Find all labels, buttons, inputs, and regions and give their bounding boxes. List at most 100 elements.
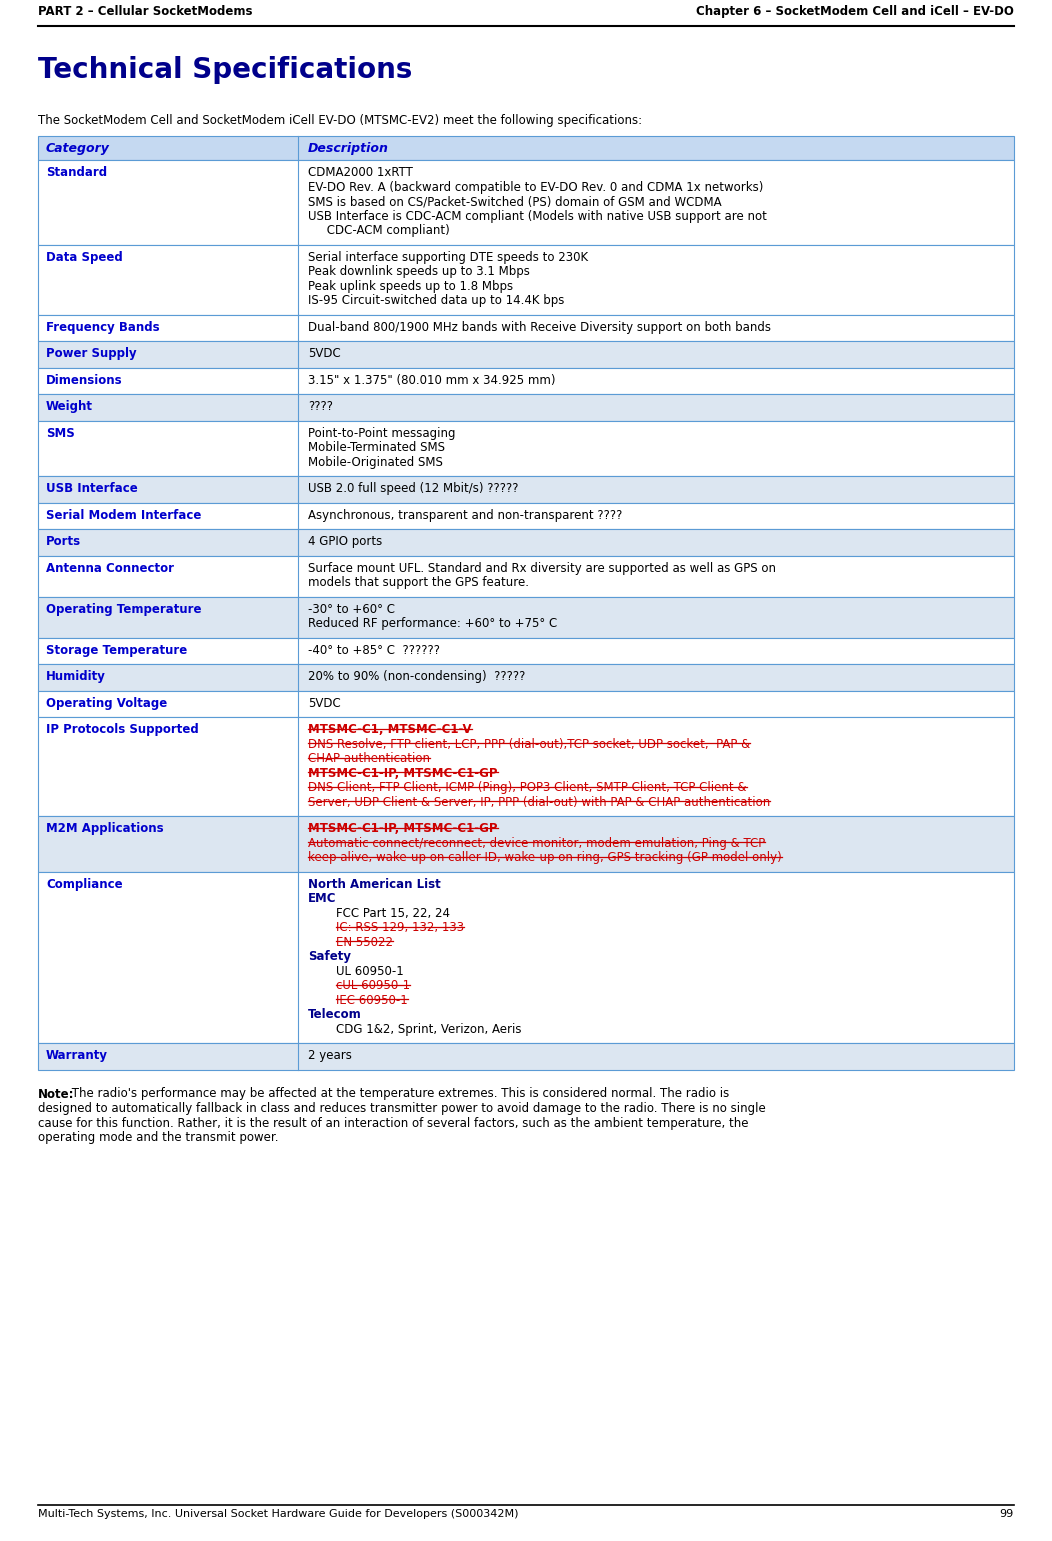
Text: EMC: EMC [308,892,337,905]
Bar [38,690,1014,717]
Text: Operating Voltage: Operating Voltage [46,697,167,709]
Text: PART 2 – Cellular SocketModems: PART 2 – Cellular SocketModems [38,5,252,18]
Bar [38,1043,1014,1069]
Bar [38,596,1014,638]
Text: Peak downlink speeds up to 3.1 Mbps: Peak downlink speeds up to 3.1 Mbps [308,265,530,277]
Text: -40° to +85° C  ??????: -40° to +85° C ?????? [308,644,440,656]
Text: Dual-band 800/1900 MHz bands with Receive Diversity support on both bands: Dual-band 800/1900 MHz bands with Receiv… [308,321,771,333]
Text: Serial Modem Interface: Serial Modem Interface [46,509,201,521]
Text: UL 60950-1: UL 60950-1 [336,965,404,977]
Text: Frequency Bands: Frequency Bands [46,321,160,333]
Text: DNS Client, FTP Client, ICMP (Ping), POP3 Client, SMTP Client, TCP Client &: DNS Client, FTP Client, ICMP (Ping), POP… [308,781,747,794]
Text: operating mode and the transmit power.: operating mode and the transmit power. [38,1131,279,1143]
Text: Asynchronous, transparent and non-transparent ????: Asynchronous, transparent and non-transp… [308,509,623,521]
Text: EV-DO Rev. A (backward compatible to EV-DO Rev. 0 and CDMA 1x networks): EV-DO Rev. A (backward compatible to EV-… [308,180,764,194]
Text: IP Protocols Supported: IP Protocols Supported [46,723,199,737]
Text: Safety: Safety [308,949,351,963]
Text: cUL 60950-1: cUL 60950-1 [336,979,410,992]
Bar [38,717,1014,817]
Text: North American List: North American List [308,877,441,891]
Text: 4 GPIO ports: 4 GPIO ports [308,535,382,549]
Text: Server, UDP Client & Server, IP, PPP (dial-out) with PAP & CHAP authentication: Server, UDP Client & Server, IP, PPP (di… [308,795,770,809]
Text: CDG 1&2, Sprint, Verizon, Aeris: CDG 1&2, Sprint, Verizon, Aeris [336,1023,522,1036]
Text: keep alive, wake-up on caller ID, wake-up on ring, GPS tracking (GP model only): keep alive, wake-up on caller ID, wake-u… [308,851,782,865]
Text: Point-to-Point messaging: Point-to-Point messaging [308,427,456,439]
Text: models that support the GPS feature.: models that support the GPS feature. [308,576,529,589]
Text: Compliance: Compliance [46,877,123,891]
Text: The radio's performance may be affected at the temperature extremes. This is con: The radio's performance may be affected … [68,1088,729,1100]
Text: 5VDC: 5VDC [308,347,341,361]
Text: SMS: SMS [46,427,75,439]
Text: Standard: Standard [46,166,107,179]
Text: Surface mount UFL. Standard and Rx diversity are supported as well as GPS on: Surface mount UFL. Standard and Rx diver… [308,561,776,575]
Bar [38,245,1014,314]
Text: M2M Applications: M2M Applications [46,821,164,835]
Bar [38,664,1014,690]
Text: The SocketModem Cell and SocketModem iCell EV-DO (MTSMC-EV2) meet the following : The SocketModem Cell and SocketModem iCe… [38,114,642,126]
Text: Mobile-Terminated SMS: Mobile-Terminated SMS [308,441,445,455]
Text: -30° to +60° C: -30° to +60° C [308,603,394,615]
Bar [38,367,1014,394]
Text: Storage Temperature: Storage Temperature [46,644,187,656]
Text: Technical Specifications: Technical Specifications [38,55,412,85]
Text: cause for this function. Rather, it is the result of an interaction of several f: cause for this function. Rather, it is t… [38,1117,749,1130]
Text: FCC Part 15, 22, 24: FCC Part 15, 22, 24 [336,906,450,920]
Text: ????: ???? [308,401,333,413]
Text: MTSMC-C1-IP, MTSMC-C1-GP: MTSMC-C1-IP, MTSMC-C1-GP [308,766,498,780]
Text: Antenna Connector: Antenna Connector [46,561,174,575]
Bar [38,872,1014,1043]
Bar [38,136,1014,160]
Bar [38,817,1014,872]
Text: 20% to 90% (non-condensing)  ?????: 20% to 90% (non-condensing) ????? [308,670,525,683]
Text: Multi-Tech Systems, Inc. Universal Socket Hardware Guide for Developers (S000342: Multi-Tech Systems, Inc. Universal Socke… [38,1509,519,1519]
Text: MTSMC-C1-IP, MTSMC-C1-GP: MTSMC-C1-IP, MTSMC-C1-GP [308,821,498,835]
Bar [38,341,1014,367]
Bar [38,160,1014,245]
Text: Humidity: Humidity [46,670,106,683]
Text: MTSMC-C1, MTSMC-C1-V: MTSMC-C1, MTSMC-C1-V [308,723,471,737]
Text: CDMA2000 1xRTT: CDMA2000 1xRTT [308,166,412,179]
Text: USB Interface is CDC-ACM compliant (Models with native USB support are not: USB Interface is CDC-ACM compliant (Mode… [308,210,767,222]
Text: Category: Category [46,142,109,154]
Text: IEC 60950-1: IEC 60950-1 [336,994,408,1006]
Text: 5VDC: 5VDC [308,697,341,709]
Text: CHAP authentication: CHAP authentication [308,752,430,764]
Text: SMS is based on CS/Packet-Switched (PS) domain of GSM and WCDMA: SMS is based on CS/Packet-Switched (PS) … [308,196,722,208]
Bar [38,476,1014,502]
Bar [38,421,1014,476]
Text: USB 2.0 full speed (12 Mbit/s) ?????: USB 2.0 full speed (12 Mbit/s) ????? [308,482,519,495]
Text: designed to automatically fallback in class and reduces transmitter power to avo: designed to automatically fallback in cl… [38,1102,766,1116]
Text: Telecom: Telecom [308,1008,362,1022]
Text: CDC-ACM compliant): CDC-ACM compliant) [308,223,450,237]
Text: EN 55022: EN 55022 [336,935,393,949]
Bar [38,314,1014,341]
Bar [38,394,1014,421]
Text: Chapter 6 – SocketModem Cell and iCell – EV-DO: Chapter 6 – SocketModem Cell and iCell –… [696,5,1014,18]
Text: Note:: Note: [38,1088,75,1100]
Bar [38,529,1014,555]
Text: IC: RSS 129, 132, 133: IC: RSS 129, 132, 133 [336,922,464,934]
Bar [38,638,1014,664]
Text: Preliminary: Preliminary [370,582,842,650]
Bar [38,555,1014,596]
Bar [38,502,1014,529]
Text: Dimensions: Dimensions [46,373,123,387]
Text: Power Supply: Power Supply [46,347,137,361]
Text: IS-95 Circuit-switched data up to 14.4K bps: IS-95 Circuit-switched data up to 14.4K … [308,294,564,307]
Text: Peak uplink speeds up to 1.8 Mbps: Peak uplink speeds up to 1.8 Mbps [308,279,513,293]
Text: 99: 99 [999,1509,1014,1519]
Text: Operating Temperature: Operating Temperature [46,603,202,615]
Text: Confidential: Confidential [398,829,894,897]
Text: Description: Description [308,142,389,154]
Text: Warranty: Warranty [46,1049,108,1062]
Text: 3.15" x 1.375" (80.010 mm x 34.925 mm): 3.15" x 1.375" (80.010 mm x 34.925 mm) [308,373,555,387]
Text: Automatic connect/reconnect, device monitor, modem emulation, Ping & TCP: Automatic connect/reconnect, device moni… [308,837,765,849]
Text: Mobile-Originated SMS: Mobile-Originated SMS [308,456,443,468]
Text: Data Speed: Data Speed [46,251,123,264]
Text: Serial interface supporting DTE speeds to 230K: Serial interface supporting DTE speeds t… [308,251,588,264]
Text: USB Interface: USB Interface [46,482,138,495]
Text: Weight: Weight [46,401,93,413]
Text: Ports: Ports [46,535,81,549]
Text: 2 years: 2 years [308,1049,351,1062]
Text: Reduced RF performance: +60° to +75° C: Reduced RF performance: +60° to +75° C [308,616,558,630]
